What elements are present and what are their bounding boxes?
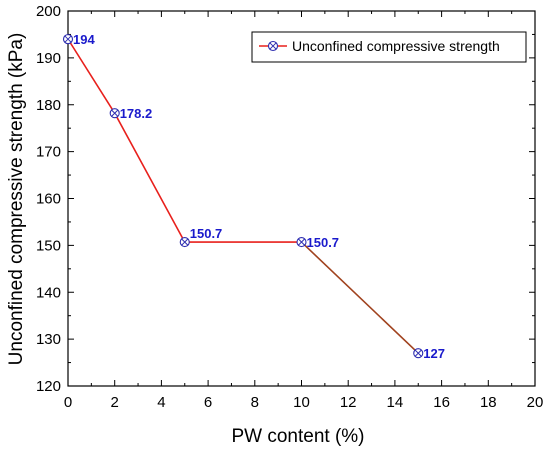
- series-line-segment: [113, 112, 186, 243]
- y-axis-title: Unconfined compressive strength (kPa): [6, 33, 27, 366]
- x-tick-label: 16: [433, 394, 450, 411]
- plot-frame: [67, 10, 536, 387]
- data-point-marker: [62, 34, 74, 45]
- x-tick-label: 14: [387, 394, 404, 411]
- data-label: 150.7: [190, 226, 223, 241]
- x-tick-label: 8: [251, 394, 259, 411]
- x-tick-label: 6: [204, 394, 212, 411]
- y-tick-label: 180: [36, 97, 61, 114]
- data-point-marker: [413, 348, 424, 359]
- legend-marker-symbol: [267, 40, 279, 52]
- x-tick-label: 20: [527, 394, 544, 411]
- series-layer: 194 178.2 150.7 150.7 127: [62, 32, 445, 361]
- y-tick-label: 120: [36, 378, 61, 395]
- y-tick-label: 160: [36, 191, 61, 208]
- marker-cross: [414, 349, 422, 357]
- x-tick-label: 10: [293, 394, 310, 411]
- data-point-marker: [109, 108, 120, 119]
- data-label: 178.2: [120, 106, 153, 121]
- x-axis-title: PW content (%): [231, 426, 364, 447]
- x-tick-label: 2: [111, 394, 119, 411]
- legend-marker: [267, 40, 279, 52]
- marker-cross: [181, 238, 189, 246]
- series-line-segment: [67, 38, 116, 114]
- legend-series-name: Unconfined compressive strength: [292, 38, 500, 54]
- y-tick-label: 130: [36, 331, 61, 348]
- data-point-marker: [179, 237, 190, 248]
- marker-cross: [111, 109, 119, 117]
- legend: Unconfined compressive strength: [251, 31, 527, 63]
- y-tick-label: 140: [36, 284, 61, 301]
- data-point-marker: [296, 237, 307, 248]
- x-tick-label: 0: [64, 394, 72, 411]
- x-tick-label: 18: [480, 394, 497, 411]
- x-tick-label: 12: [340, 394, 357, 411]
- legend-box: [251, 31, 527, 63]
- data-label: 127: [423, 346, 445, 361]
- data-label: 194: [73, 32, 95, 47]
- y-tick-label: 170: [36, 144, 61, 161]
- marker-cross: [269, 42, 277, 50]
- marker-cross: [64, 35, 72, 43]
- series-line-segment: [300, 241, 419, 354]
- data-label: 150.7: [307, 235, 340, 250]
- y-tick-label: 200: [36, 3, 61, 20]
- marker-cross: [297, 238, 306, 246]
- y-tick-label: 150: [36, 237, 61, 254]
- axes: 0 2 4 6 8 10 12 14 16 18 2012013014015016017018019…: [36, 3, 543, 411]
- y-tick-label: 190: [36, 50, 61, 67]
- x-tick-label: 4: [157, 394, 165, 411]
